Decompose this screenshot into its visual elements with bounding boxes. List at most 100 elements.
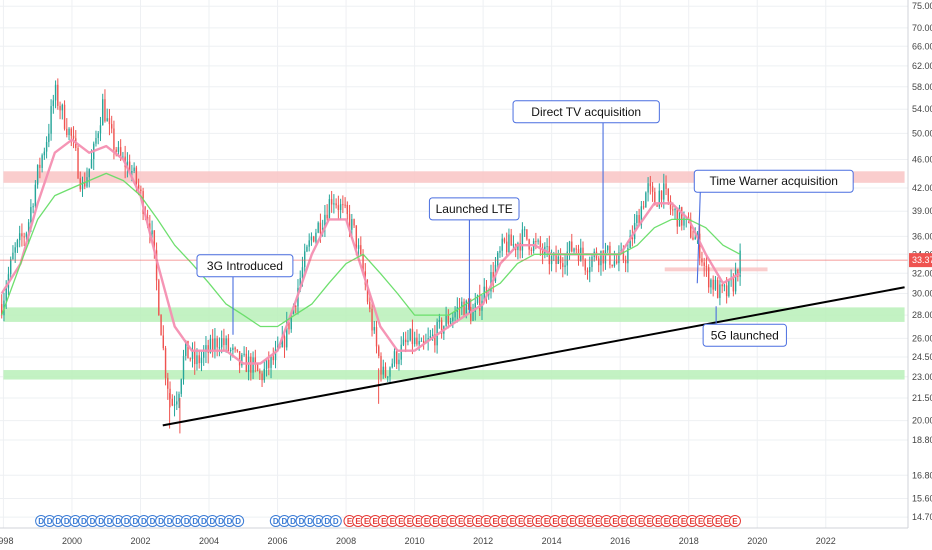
marker-label: D (64, 517, 70, 526)
dividend-marker[interactable]: D (329, 515, 342, 527)
candle-body (674, 209, 676, 211)
candle-body (155, 250, 158, 281)
dividend-marker[interactable]: D (197, 515, 210, 527)
candle-body (140, 189, 142, 192)
earnings-marker[interactable]: E (677, 515, 690, 527)
candle-body (241, 354, 243, 366)
candle-body (420, 340, 423, 342)
dividend-marker[interactable]: D (321, 515, 334, 527)
candle-body (319, 222, 322, 234)
earnings-marker[interactable]: E (343, 515, 356, 527)
marker-label: D (307, 517, 313, 526)
callout-box (196, 254, 294, 278)
earnings-marker[interactable]: E (514, 515, 527, 527)
y-tick-label: 23.00 (912, 372, 932, 382)
candle-body (137, 184, 140, 190)
callout[interactable]: Direct TV acquisition (512, 100, 660, 249)
candle-body (732, 278, 735, 292)
candle-body (218, 347, 221, 349)
earnings-marker[interactable]: E (720, 515, 733, 527)
marker-label: D (184, 517, 190, 526)
candle-body (467, 300, 470, 307)
earnings-marker[interactable]: E (617, 515, 630, 527)
candle-body (254, 357, 257, 365)
earnings-marker[interactable]: E (549, 515, 562, 527)
candle-body (23, 236, 25, 238)
marker-label: D (273, 517, 279, 526)
callout[interactable]: 5G launched (702, 306, 787, 347)
candle-body (59, 105, 61, 111)
candle-body (81, 181, 84, 190)
candle-body (9, 259, 12, 275)
earnings-marker[interactable]: E (694, 515, 707, 527)
earnings-marker[interactable]: E (643, 515, 656, 527)
candle-body (304, 251, 306, 268)
candle-body (393, 351, 396, 364)
candle-body (259, 370, 261, 374)
y-tick-label: 66.00 (912, 41, 932, 51)
marker-label: E (724, 517, 730, 526)
candle-body (234, 347, 236, 350)
earnings-marker[interactable]: E (394, 515, 407, 527)
y-axis[interactable]: 14.70 15.60 16.80 18.80 20.00 21.50 23.00 24.50… (907, 0, 932, 550)
marker-label: D (227, 517, 233, 526)
candle-body (272, 356, 274, 361)
callout[interactable]: Time Warner acquisition (693, 169, 854, 284)
dividend-marker[interactable]: D (35, 515, 48, 527)
dividend-marker[interactable]: D (172, 515, 185, 527)
callout[interactable]: Launched LTE (428, 197, 520, 313)
marker-label: D (175, 517, 181, 526)
earnings-marker[interactable]: E (480, 515, 493, 527)
candle-body (474, 302, 476, 313)
candle-body (431, 334, 434, 337)
candle-body (328, 199, 331, 219)
callout[interactable]: 3G Introduced (196, 254, 294, 335)
candle-body (598, 258, 600, 266)
candle-body (27, 222, 30, 234)
candle-body (660, 190, 663, 200)
marker-label: E (552, 517, 558, 526)
earnings-marker[interactable]: E (446, 515, 459, 527)
candle-body (413, 337, 416, 345)
earnings-marker[interactable]: E (574, 515, 587, 527)
marker-label: E (373, 517, 379, 526)
dividend-marker[interactable]: D (232, 515, 245, 527)
earnings-marker[interactable]: E (437, 515, 450, 527)
candle-body (618, 252, 620, 264)
marker-label: E (424, 517, 430, 526)
marker-label: E (458, 517, 464, 526)
candle-body (281, 336, 283, 348)
candle-body (106, 118, 108, 122)
candle-body (402, 339, 405, 345)
x-axis[interactable]: 1998 2000 2002 2004 2006 2008 2010 2012 2014 2016… (0, 527, 908, 546)
marker-circle (728, 515, 741, 527)
marker-label: E (672, 517, 678, 526)
candle-body (70, 128, 72, 136)
dividend-marker[interactable]: D (77, 515, 90, 527)
earnings-marker[interactable]: E (540, 515, 553, 527)
candle-body (48, 133, 50, 143)
dividend-marker[interactable]: D (146, 515, 159, 527)
candle-body (512, 244, 515, 246)
annotations[interactable]: 3G Introduced Launched LTE Direct TV acqui… (196, 100, 854, 347)
candle-body (407, 340, 409, 343)
candle-body (373, 327, 375, 331)
dividend-marker[interactable]: D (69, 515, 82, 527)
candle-body (683, 218, 685, 226)
candle-body (694, 237, 696, 240)
earnings-marker[interactable]: E (728, 515, 741, 527)
marker-label: E (732, 517, 738, 526)
candle-body (517, 243, 519, 251)
candle-body (645, 192, 647, 208)
candle-body (232, 347, 234, 351)
candle-body (492, 272, 494, 282)
candle-body (719, 284, 721, 298)
candle-body (41, 155, 43, 168)
trendline-layer[interactable] (162, 286, 905, 427)
marker-label: D (218, 517, 224, 526)
marker-label: E (432, 517, 438, 526)
candle-body (162, 335, 165, 349)
candle-body (194, 350, 196, 365)
